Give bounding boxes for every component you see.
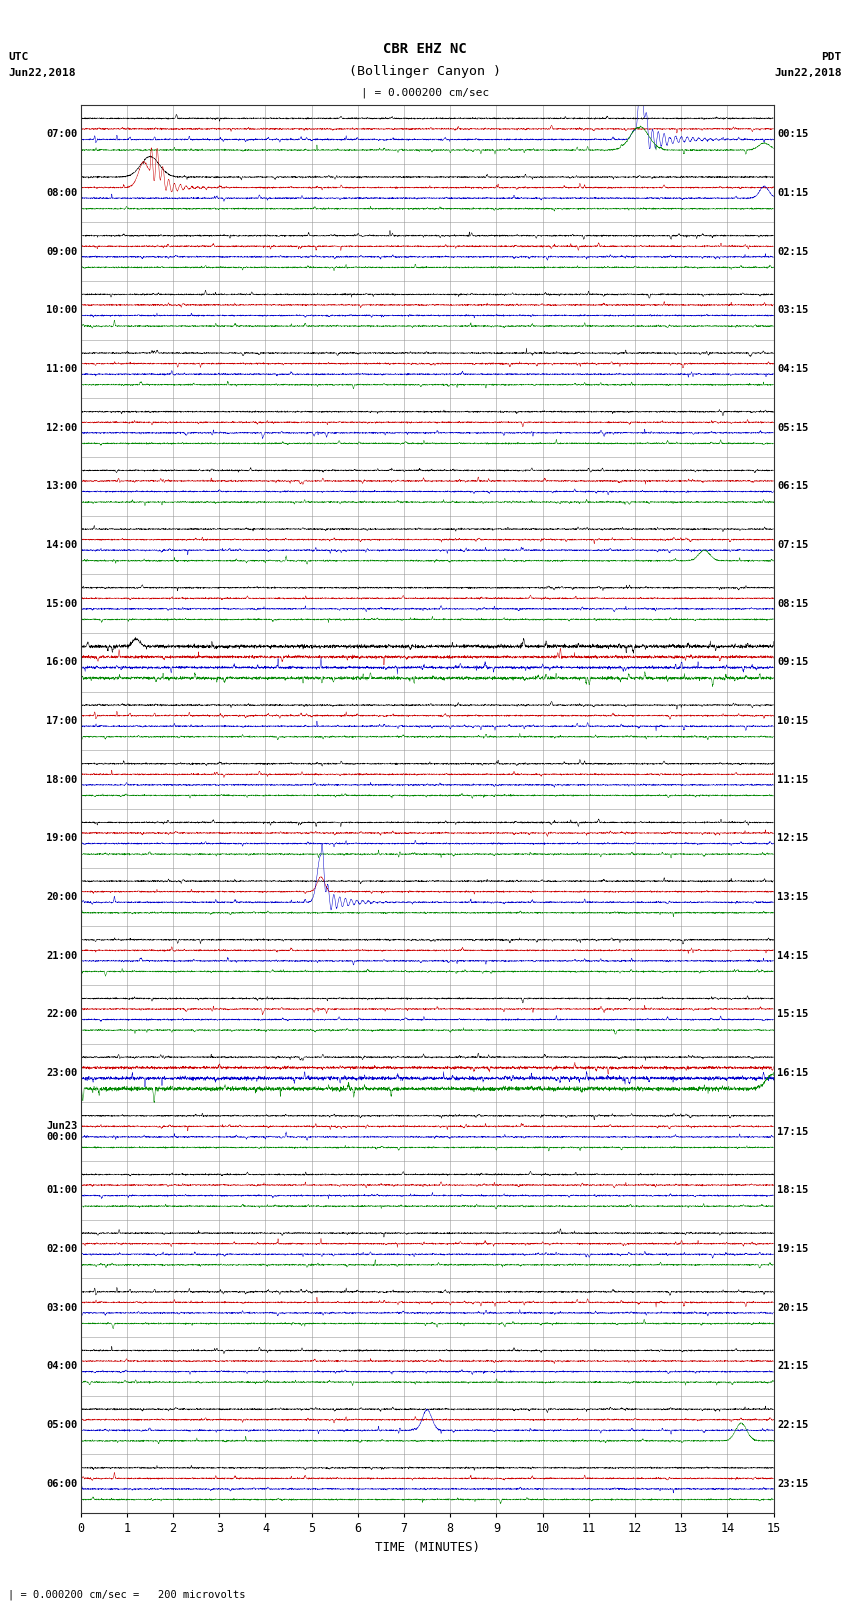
Text: 11:00: 11:00 (46, 365, 77, 374)
Text: 13:15: 13:15 (777, 892, 808, 902)
Text: 15:15: 15:15 (777, 1010, 808, 1019)
Text: 16:15: 16:15 (777, 1068, 808, 1077)
Text: 00:15: 00:15 (777, 129, 808, 139)
Text: UTC: UTC (8, 52, 29, 61)
Text: 21:15: 21:15 (777, 1361, 808, 1371)
Text: 01:00: 01:00 (46, 1186, 77, 1195)
Text: 15:00: 15:00 (46, 598, 77, 608)
Text: | = 0.000200 cm/sec =   200 microvolts: | = 0.000200 cm/sec = 200 microvolts (8, 1589, 246, 1600)
Text: 17:00: 17:00 (46, 716, 77, 726)
Text: 09:00: 09:00 (46, 247, 77, 256)
Text: 06:15: 06:15 (777, 481, 808, 492)
Text: 22:15: 22:15 (777, 1419, 808, 1431)
Text: 10:00: 10:00 (46, 305, 77, 315)
Text: 10:15: 10:15 (777, 716, 808, 726)
Text: 22:00: 22:00 (46, 1010, 77, 1019)
Text: 11:15: 11:15 (777, 774, 808, 784)
Text: 03:15: 03:15 (777, 305, 808, 315)
Text: Jun23
00:00: Jun23 00:00 (46, 1121, 77, 1142)
Text: 20:00: 20:00 (46, 892, 77, 902)
Text: 08:00: 08:00 (46, 187, 77, 198)
Text: | = 0.000200 cm/sec: | = 0.000200 cm/sec (361, 87, 489, 98)
Text: 09:15: 09:15 (777, 656, 808, 668)
Text: CBR EHZ NC: CBR EHZ NC (383, 42, 467, 56)
Text: 16:00: 16:00 (46, 656, 77, 668)
Text: 14:00: 14:00 (46, 540, 77, 550)
Text: 20:15: 20:15 (777, 1303, 808, 1313)
Text: 13:00: 13:00 (46, 481, 77, 492)
Text: 23:15: 23:15 (777, 1479, 808, 1489)
Text: Jun22,2018: Jun22,2018 (8, 68, 76, 77)
Text: (Bollinger Canyon ): (Bollinger Canyon ) (349, 65, 501, 77)
X-axis label: TIME (MINUTES): TIME (MINUTES) (375, 1540, 479, 1553)
Text: 18:00: 18:00 (46, 774, 77, 784)
Text: PDT: PDT (821, 52, 842, 61)
Text: 04:15: 04:15 (777, 365, 808, 374)
Text: 04:00: 04:00 (46, 1361, 77, 1371)
Text: 07:15: 07:15 (777, 540, 808, 550)
Text: 19:00: 19:00 (46, 834, 77, 844)
Text: 12:15: 12:15 (777, 834, 808, 844)
Text: 05:00: 05:00 (46, 1419, 77, 1431)
Text: 07:00: 07:00 (46, 129, 77, 139)
Text: Jun22,2018: Jun22,2018 (774, 68, 842, 77)
Text: 08:15: 08:15 (777, 598, 808, 608)
Text: 21:00: 21:00 (46, 950, 77, 961)
Text: 17:15: 17:15 (777, 1126, 808, 1137)
Text: 12:00: 12:00 (46, 423, 77, 432)
Text: 14:15: 14:15 (777, 950, 808, 961)
Text: 02:00: 02:00 (46, 1244, 77, 1253)
Text: 19:15: 19:15 (777, 1244, 808, 1253)
Text: 03:00: 03:00 (46, 1303, 77, 1313)
Text: 23:00: 23:00 (46, 1068, 77, 1077)
Text: 01:15: 01:15 (777, 187, 808, 198)
Text: 06:00: 06:00 (46, 1479, 77, 1489)
Text: 18:15: 18:15 (777, 1186, 808, 1195)
Text: 05:15: 05:15 (777, 423, 808, 432)
Text: 02:15: 02:15 (777, 247, 808, 256)
